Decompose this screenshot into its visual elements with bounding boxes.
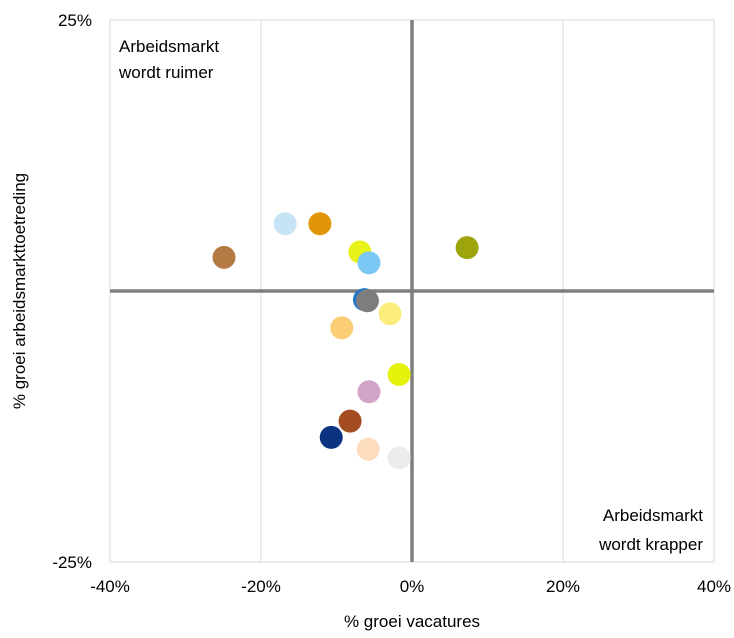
data-point-9 [378,302,402,326]
data-point-12 [357,380,381,404]
data-point-3 [212,245,236,269]
data-points [212,212,479,470]
annotation-top-left-line1: Arbeidsmarkt [119,37,219,56]
annotation-top-left-line2: wordt ruimer [118,63,214,82]
data-point-5 [357,251,381,275]
data-point-16 [387,446,411,470]
y-tick-label: 25% [58,11,92,30]
data-point-15 [356,437,380,461]
data-point-14 [319,425,343,449]
x-axis-label: % groei vacatures [344,612,480,631]
zero-axes [110,20,714,562]
annotation-bottom-right-line1: Arbeidsmarkt [603,506,703,525]
data-point-13 [338,409,362,433]
data-point-10 [330,316,354,340]
data-point-11 [387,362,411,386]
y-tick-label: -25% [52,553,92,572]
data-point-6 [455,236,479,260]
data-point-1 [273,212,297,236]
tick-labels: -40% -20% 0% 20% 40% 25% -25% [52,11,731,596]
x-tick-label: 40% [697,577,731,596]
y-axis-label: % groei arbeidsmarkttoetreding [10,173,29,409]
x-tick-label: 20% [546,577,580,596]
x-tick-label: -40% [90,577,130,596]
data-point-2 [308,212,332,236]
x-tick-label: -20% [241,577,281,596]
annotation-bottom-right-line2: wordt krapper [598,535,703,554]
x-tick-label: 0% [400,577,425,596]
data-point-8 [355,289,379,313]
